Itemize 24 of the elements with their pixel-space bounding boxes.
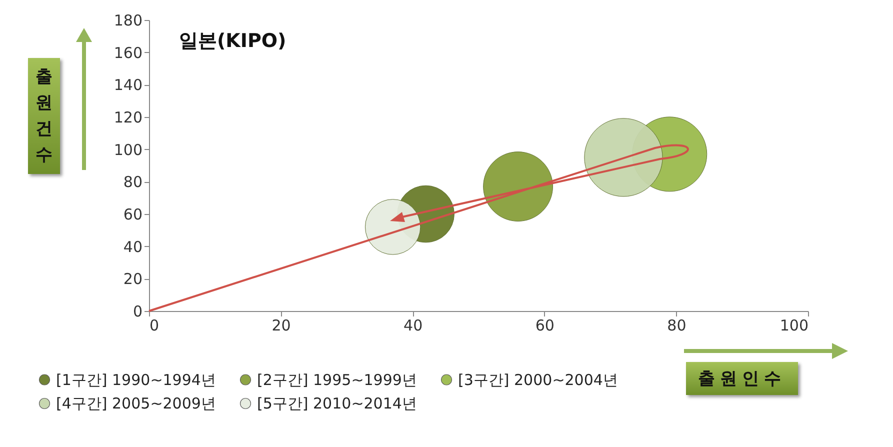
x-tick-label: 80 <box>667 316 686 334</box>
y-tick-label: 100 <box>114 140 142 159</box>
y-tick-label: 0 <box>132 302 142 320</box>
legend-label: [3구간] 2000~2004년 <box>458 370 618 389</box>
x-tick-label: 20 <box>272 316 291 334</box>
legend-label: [5구간] 2010~2014년 <box>257 394 417 412</box>
legend-label: [2구간] 1995~1999년 <box>257 370 417 389</box>
y-tick-label: 80 <box>123 173 142 192</box>
x-axis-title: 출원인수 <box>686 362 798 395</box>
y-tick-label: 20 <box>123 270 142 288</box>
x-tick-label: 0 <box>150 316 160 334</box>
x-tick-label: 40 <box>404 316 423 334</box>
y-tick-label: 140 <box>114 76 142 94</box>
text: 일본(KIPO) <box>179 30 286 52</box>
legend-label: [1구간] 1990~1994년 <box>56 370 216 389</box>
y-tick-label: 60 <box>123 206 142 224</box>
y-tick-label: 40 <box>123 238 142 256</box>
x-tick-label: 100 <box>780 316 808 334</box>
y-tick-label: 120 <box>114 108 142 126</box>
y-tick-label: 180 <box>114 12 142 30</box>
y-tick-label: 160 <box>114 44 142 62</box>
y-axis-title: 출원건수 <box>34 66 54 167</box>
legend-label: [4구간] 2005~2009년 <box>56 394 216 412</box>
x-tick-label: 60 <box>535 316 554 334</box>
